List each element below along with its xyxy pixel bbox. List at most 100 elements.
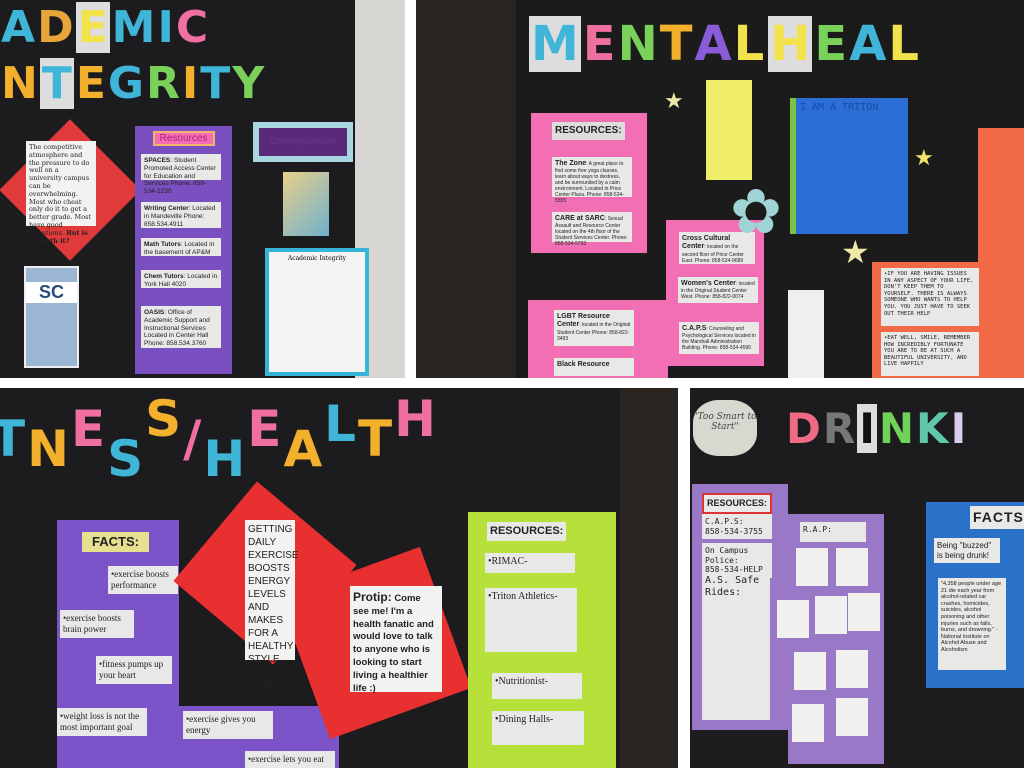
comic-panel	[794, 652, 826, 690]
title-letter: T	[0, 410, 26, 468]
resource-card: OASIS: Office of Academic Support and In…	[141, 306, 221, 348]
title-letter: I	[157, 2, 174, 53]
title-letter: D	[37, 2, 74, 53]
title-letter: M	[111, 2, 156, 53]
resource-card: Math Tutors: Located in the basement of …	[141, 238, 221, 256]
tip-card: •EAT WELL, SMILE, REMEMBER HOW INCREDIBL…	[881, 332, 979, 376]
resource-card: •Triton Athletics-	[485, 588, 577, 652]
title-letter: T	[39, 58, 74, 109]
title-line-2: NTEGRITY	[0, 58, 265, 109]
title-letter: L	[888, 16, 919, 72]
title-letter: E	[75, 2, 110, 53]
stat-card: "4,358 people under age 21 die each year…	[938, 578, 1006, 670]
flyer-logo: SC	[26, 282, 77, 303]
quote-card: The competitive atmosphere and the press…	[26, 141, 96, 244]
police-card: On Campus Police: 858-534-HELP	[702, 543, 772, 578]
triton-poster: I AM A TRITON	[790, 98, 908, 234]
orange-tips-panel-2	[978, 128, 1024, 378]
title-letter: N	[1, 58, 38, 109]
resource-card: Cross Cultural Center: located on the se…	[679, 232, 755, 264]
handout-title: Academic Integrity	[269, 252, 365, 372]
caps-card: C.A.P.S: 858-534-3755	[702, 514, 772, 540]
title-letter: C	[175, 2, 209, 53]
comic-panel	[792, 704, 824, 742]
comic-panel	[848, 593, 880, 631]
title-letter: H	[203, 430, 246, 488]
title-letter: N	[27, 420, 69, 478]
title-line-1: ADEMIC	[0, 2, 209, 53]
consequences-sign: Consequences	[253, 122, 353, 162]
fact-card: •weight loss is not the most important g…	[57, 708, 147, 736]
star-icon: ★	[914, 145, 934, 170]
rap-card: R.A.P:	[800, 522, 866, 542]
title-letter: A	[694, 16, 732, 72]
resource-card: CARE at SARC: Sexual Assault and Resourc…	[552, 212, 632, 247]
protip-label: Protip:	[353, 590, 392, 604]
title-letter: E	[70, 400, 106, 458]
facts-header: FACTS:	[82, 532, 149, 552]
resource-card: Chem Tutors: Located in York Hall 4020	[141, 270, 221, 288]
title-letter: T	[200, 58, 231, 109]
consequences-label: Consequences	[259, 128, 347, 156]
fact-card: •exercise boosts performance	[108, 566, 178, 594]
title-letter: E	[75, 58, 106, 109]
title-letter: R	[822, 404, 856, 453]
resource-card: C.A.P.S: Counseling and Psychological Se…	[679, 322, 759, 354]
resource-card: •Nutritionist-	[492, 673, 582, 699]
title-letter: S	[145, 390, 182, 448]
protip-card: Protip: Come see me! I'm a health fanati…	[350, 586, 442, 694]
star-icon: ★	[664, 88, 684, 113]
energy-card: GETTING DAILY EXERCISE BOOSTS ENERGY LEV…	[245, 520, 299, 691]
title-letter: A	[283, 420, 323, 478]
triton-title: I AM A TRITON	[800, 102, 879, 113]
fact-card: •exercise gives you energy	[183, 711, 273, 739]
title-letter: I	[181, 58, 199, 109]
title-letter: M	[529, 16, 581, 72]
resources-panel: Resources SPACES: Student Promoted Acces…	[135, 126, 232, 374]
title: MENTAL HEAL	[528, 16, 920, 72]
fitness-health-board: TNESS/HEALTH FACTS: •exercise boosts per…	[0, 388, 678, 768]
title-letter: K	[916, 404, 949, 453]
resource-card: •Dining Halls-	[492, 711, 584, 745]
title-letter: D	[786, 404, 821, 453]
title-letter: H	[394, 390, 436, 448]
comic-panel	[815, 596, 847, 634]
comic-panel	[777, 600, 809, 638]
fact-card: •fitness pumps up your heart	[96, 656, 172, 684]
drinking-board: "Too Smart to Start" DRINKI RESOURCES: C…	[690, 388, 1024, 768]
comic-panel	[836, 650, 868, 688]
resources-header: Resources	[152, 131, 215, 146]
carpet-wall	[620, 388, 678, 768]
academic-integrity-board: ADEMIC NTEGRITY The competitive atmosphe…	[0, 0, 405, 378]
safe-rides-card: A.S. Safe Rides:	[702, 572, 770, 720]
fact-card: •exercise boosts brain power	[60, 610, 134, 638]
title-letter: L	[324, 395, 357, 453]
poster	[283, 172, 329, 236]
resource-card: The Zone: A great place to find some fre…	[552, 157, 632, 204]
flower-decoration: ✿	[730, 178, 782, 247]
title-letter: G	[107, 58, 145, 109]
too-smart-bubble: "Too Smart to Start"	[693, 400, 757, 456]
title-letter: A	[1, 2, 36, 53]
title-letter: L	[733, 16, 765, 72]
title-letter: Y	[232, 58, 265, 109]
integrity-handout: Academic Integrity	[265, 248, 369, 376]
yellow-brochure	[706, 80, 752, 180]
resource-card: Writing Center: Located in Mandeville Ph…	[141, 202, 221, 228]
title-letter: A	[849, 16, 887, 72]
title-letter: E	[247, 400, 282, 458]
comic-panel	[796, 548, 828, 586]
title-letter: E	[814, 16, 848, 72]
facts-header: FACTS	[970, 506, 1024, 529]
title-letter: R	[146, 58, 180, 109]
resources-header: RESOURCES:	[552, 122, 625, 140]
title-letter: T	[358, 410, 393, 468]
title-letter: N	[878, 404, 915, 453]
fact-card: •exercise lets you eat	[245, 751, 335, 768]
resource-card: Black Resource	[554, 358, 634, 376]
title-letter: H	[768, 16, 813, 72]
title: TNESS/HEALTH	[0, 390, 437, 488]
osc-flyer: SC	[24, 266, 79, 368]
resource-card: •RIMAC-	[485, 553, 575, 573]
mental-health-board: MENTAL HEAL RESOURCES: The Zone: A great…	[416, 0, 1024, 378]
